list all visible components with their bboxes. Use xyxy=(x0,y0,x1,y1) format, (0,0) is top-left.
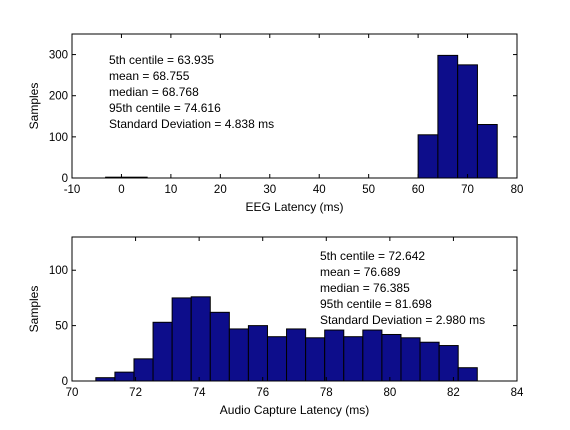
audio-bar-1 xyxy=(114,371,135,382)
eeg-xtick-label: 80 xyxy=(511,184,524,196)
eeg-xtick-label: 60 xyxy=(412,184,425,196)
eeg-ytick-label: 300 xyxy=(49,50,68,62)
eeg-xtick-label: 10 xyxy=(164,184,177,196)
eeg-x-axis-label: EEG Latency (ms) xyxy=(245,200,343,214)
audio-x-axis-label: Audio Capture Latency (ms) xyxy=(220,403,369,417)
audio-bar-18 xyxy=(438,345,459,382)
audio-bar-13 xyxy=(343,336,364,382)
eeg-ytick-label: 0 xyxy=(62,173,68,185)
eeg-y-axis-label: Samples xyxy=(27,83,41,130)
eeg-xtick-label: 40 xyxy=(313,184,326,196)
eeg-axes-box xyxy=(71,33,518,179)
audio-bar-10 xyxy=(286,328,307,382)
audio-stat-annotation: 95th centile = 81.698 xyxy=(320,297,432,311)
audio-bar-11 xyxy=(305,337,326,382)
audio-stat-annotation: median = 76.385 xyxy=(320,281,410,295)
eeg-xtick-label: 70 xyxy=(461,184,474,196)
audio-bar-7 xyxy=(228,328,249,382)
eeg-ytick-label: 100 xyxy=(49,132,68,144)
eeg-stat-annotation: median = 68.768 xyxy=(109,85,199,99)
audio-ytick-label: 50 xyxy=(55,321,68,333)
audio-bar-12 xyxy=(324,329,345,382)
eeg-stat-annotation: 95th centile = 74.616 xyxy=(109,101,221,115)
audio-xtick-label: 82 xyxy=(447,387,460,399)
audio-bar-9 xyxy=(266,336,288,382)
audio-ytick-label: 0 xyxy=(62,376,68,388)
eeg-bar-2 xyxy=(437,54,459,179)
audio-stat-annotation: mean = 76.689 xyxy=(320,265,401,279)
audio-ytick-label: 100 xyxy=(49,265,68,277)
audio-xtick-label: 78 xyxy=(320,387,333,399)
eeg-stat-annotation: Standard Deviation = 4.838 ms xyxy=(109,117,274,131)
audio-xtick-label: 70 xyxy=(66,387,79,399)
eeg-stat-annotation: 5th centile = 63.935 xyxy=(109,53,214,67)
audio-xtick-label: 72 xyxy=(129,387,142,399)
eeg-xtick-label: 0 xyxy=(118,184,124,196)
eeg-xtick-label: 50 xyxy=(362,184,375,196)
audio-bar-19 xyxy=(457,367,478,382)
audio-bar-4 xyxy=(171,297,192,382)
audio-bar-16 xyxy=(400,337,421,382)
audio-bar-6 xyxy=(209,311,230,382)
eeg-ytick-label: 200 xyxy=(49,91,68,103)
audio-stat-annotation: Standard Deviation = 2.980 ms xyxy=(320,313,485,327)
audio-stat-annotation: 5th centile = 72.642 xyxy=(320,249,425,263)
audio-xtick-label: 76 xyxy=(256,387,269,399)
audio-bar-17 xyxy=(419,341,440,382)
eeg-bar-1 xyxy=(417,134,439,179)
audio-y-axis-label: Samples xyxy=(27,286,41,333)
audio-bar-2 xyxy=(133,358,154,382)
audio-xtick-label: 74 xyxy=(193,387,206,399)
eeg-bar-4 xyxy=(476,124,498,179)
eeg-xtick-label: 20 xyxy=(214,184,227,196)
audio-bar-15 xyxy=(381,333,402,382)
audio-bar-5 xyxy=(190,296,211,382)
eeg-xtick-label: -10 xyxy=(64,184,81,196)
eeg-xtick-label: 30 xyxy=(263,184,276,196)
audio-axes-box xyxy=(71,236,518,382)
eeg-stat-annotation: mean = 68.755 xyxy=(109,69,190,83)
eeg-bar-3 xyxy=(457,64,478,179)
audio-bar-3 xyxy=(152,321,173,382)
audio-bar-14 xyxy=(362,329,383,382)
audio-xtick-label: 84 xyxy=(511,387,524,399)
audio-xtick-label: 80 xyxy=(383,387,396,399)
audio-bar-8 xyxy=(247,325,268,382)
